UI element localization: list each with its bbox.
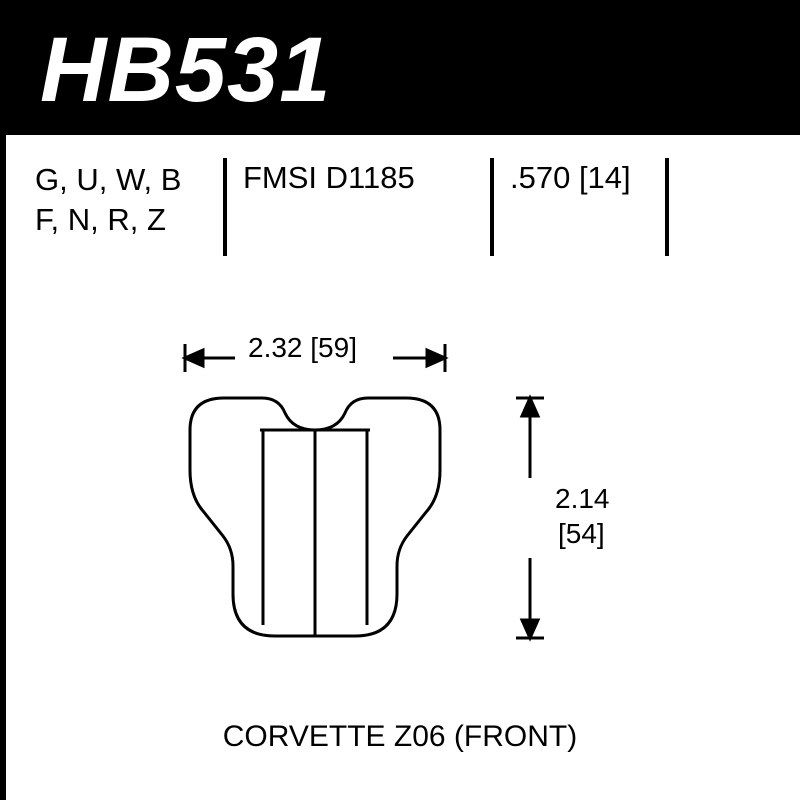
part-number: HB531	[40, 18, 331, 123]
compounds-line2: F, N, R, Z	[35, 200, 220, 240]
spec-divider-2	[490, 158, 494, 256]
spec-divider-1	[223, 158, 227, 256]
width-dimension-label: 2.32 [59]	[248, 332, 357, 364]
height-dimension-mm: [54]	[558, 518, 605, 550]
product-label: CORVETTE Z06 (FRONT)	[0, 720, 800, 754]
spec-compounds: G, U, W, B F, N, R, Z	[35, 160, 800, 239]
spec-thickness: .570 [14]	[510, 160, 631, 196]
spec-fmsi: FMSI D1185	[243, 160, 415, 196]
compounds-line1: G, U, W, B	[35, 160, 220, 200]
height-arrow	[516, 398, 544, 638]
compounds-list: G, U, W, B F, N, R, Z	[35, 160, 220, 239]
height-dimension-inches: 2.14	[555, 483, 610, 515]
spec-divider-3	[665, 158, 669, 256]
brake-pad-outline	[190, 398, 440, 636]
